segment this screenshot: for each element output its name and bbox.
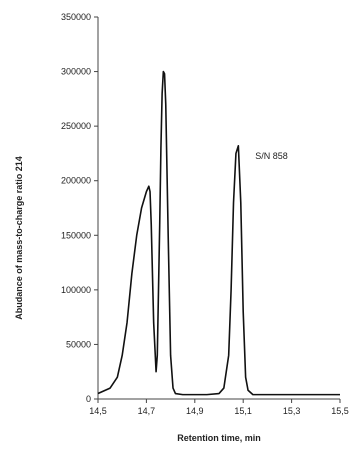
y-tick-label: 50000: [66, 339, 91, 349]
y-tick-label: 100000: [61, 285, 91, 295]
y-tick-label: 200000: [61, 176, 91, 186]
y-tick-label: 300000: [61, 67, 91, 77]
x-tick-label: 14,7: [138, 406, 156, 416]
y-tick-label: 250000: [61, 121, 91, 131]
y-ticks: 0 50000 100000 150000 200000 250000 300000 3500…: [61, 12, 98, 404]
x-tick-label: 14,9: [186, 406, 204, 416]
signal-to-noise-annotation: S/N 858: [255, 151, 288, 161]
x-tick-label: 15,3: [283, 406, 301, 416]
x-ticks: 14,5 14,7 14,9 15,1 15,3 15,5: [89, 399, 349, 416]
x-tick-label: 15,5: [331, 406, 349, 416]
chromatogram-trace: [97, 70, 340, 396]
x-tick-label: 14,5: [89, 406, 107, 416]
annotations: S/N 858: [255, 151, 288, 161]
x-axis-title: Retention time, min: [177, 433, 261, 443]
y-tick-label: 150000: [61, 230, 91, 240]
y-axis-title: Abudance of mass-to-charge ratio 214: [14, 156, 24, 320]
y-axis: 0 50000 100000 150000 200000 250000 300000 3500…: [61, 12, 99, 404]
y-tick-label: 350000: [61, 12, 91, 22]
y-tick-label: 0: [86, 394, 91, 404]
x-tick-label: 15,1: [234, 406, 252, 416]
x-axis: 14,5 14,7 14,9 15,1 15,3 15,5: [89, 398, 349, 416]
